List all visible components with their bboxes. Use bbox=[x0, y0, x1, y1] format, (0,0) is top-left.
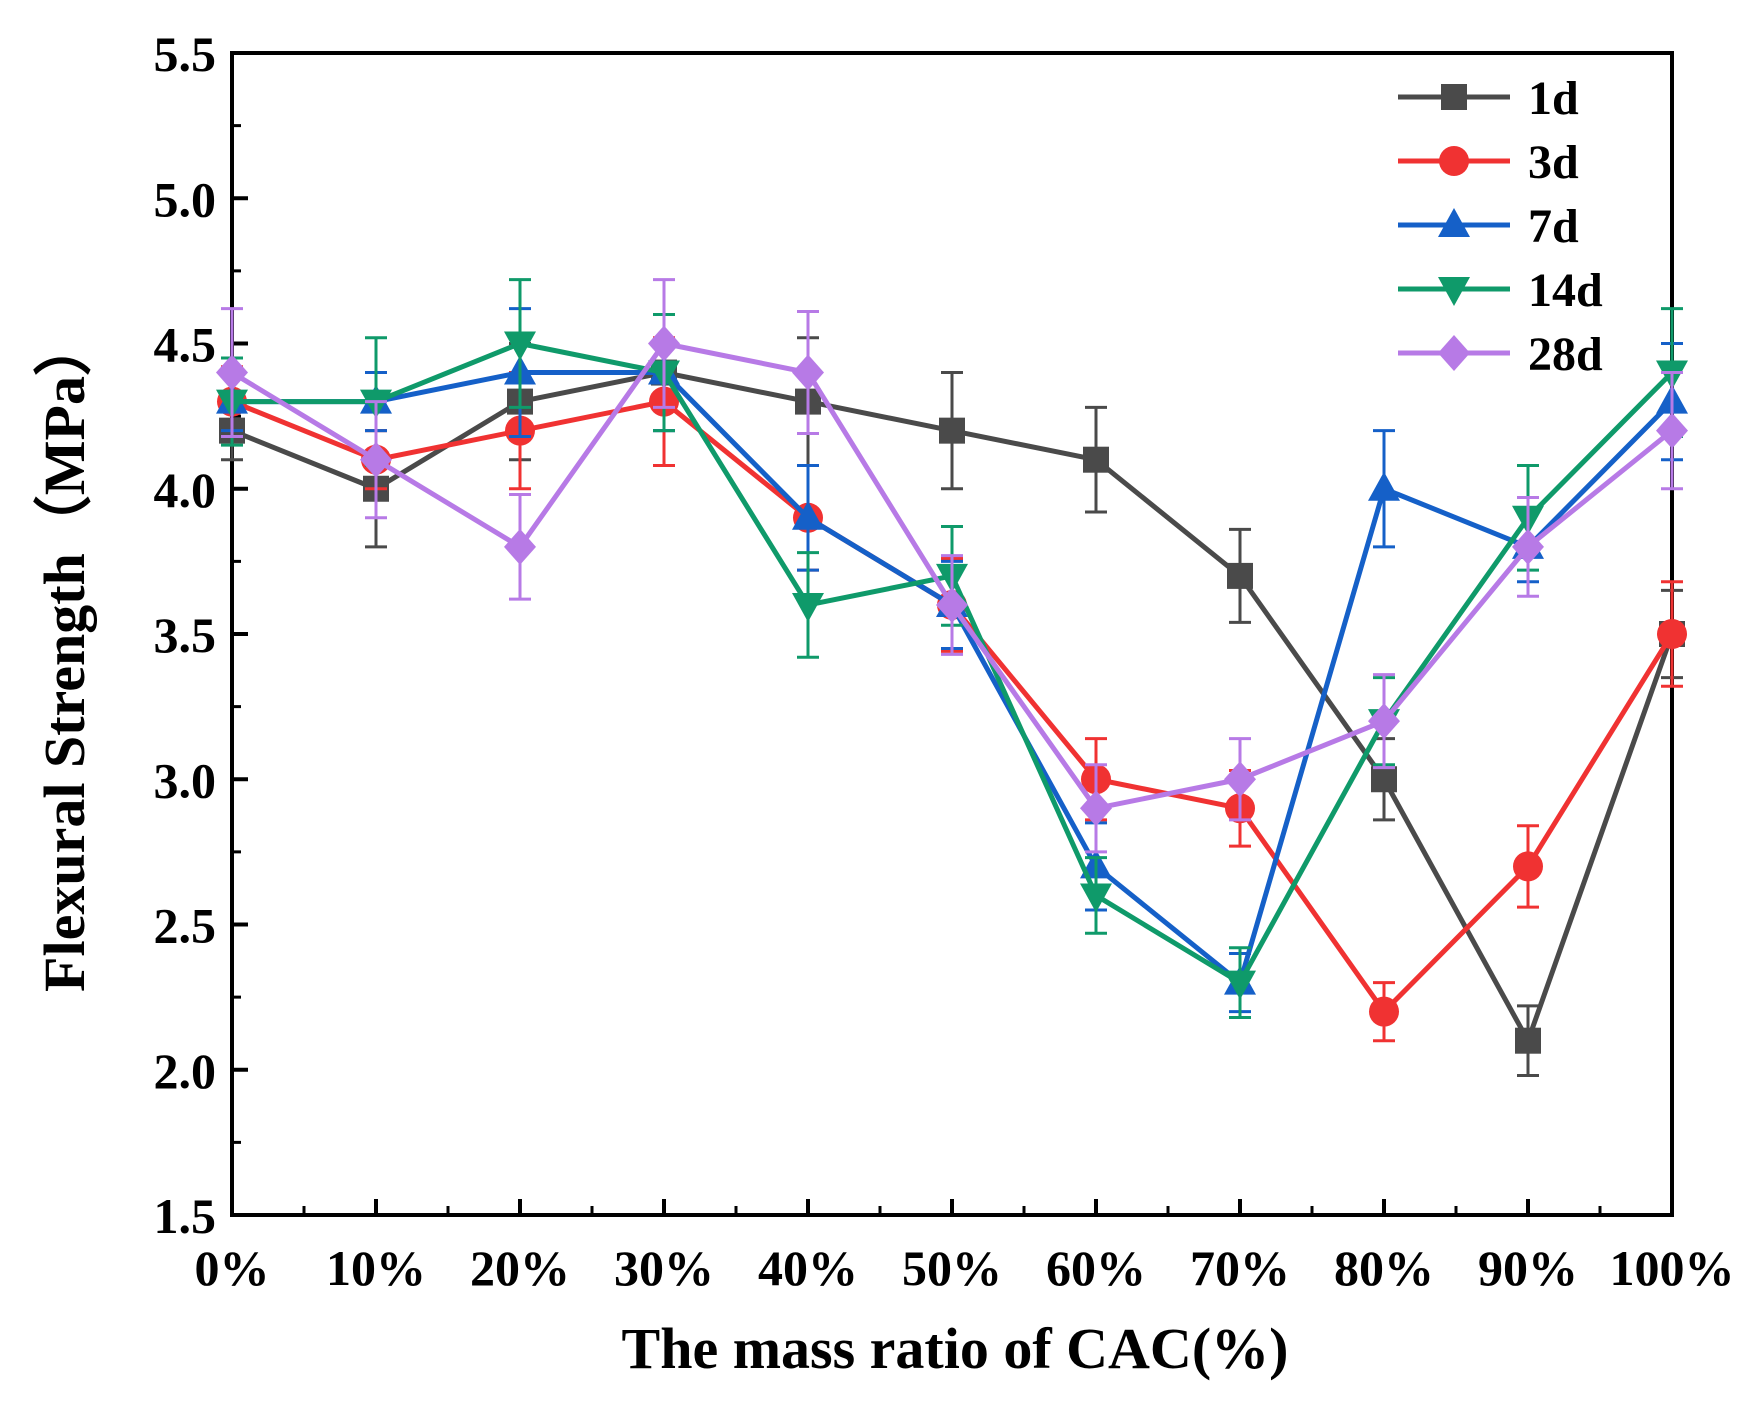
legend-item-7d: 7d bbox=[1398, 200, 1579, 253]
x-tick-label: 90% bbox=[1478, 1240, 1578, 1296]
x-tick-label: 80% bbox=[1334, 1240, 1434, 1296]
legend-marker bbox=[1441, 84, 1467, 110]
data-point bbox=[939, 417, 965, 444]
data-point bbox=[1227, 562, 1253, 589]
data-point bbox=[1512, 528, 1544, 565]
data-point bbox=[360, 441, 392, 478]
legend-marker bbox=[1438, 335, 1470, 371]
y-axis-label: Flexural Strength（MPa） bbox=[32, 318, 97, 992]
legend-marker bbox=[1438, 277, 1470, 306]
data-point bbox=[1371, 766, 1397, 793]
data-point bbox=[1080, 883, 1112, 913]
data-point bbox=[1513, 851, 1543, 882]
y-tick-label: 4.0 bbox=[154, 462, 217, 518]
legend-label: 28d bbox=[1528, 328, 1603, 381]
series-layer bbox=[216, 278, 1688, 1078]
axes-layer: 1.5 2.0 2.5 3.0 3.5 4.0 4.5 5.0 5.5 0% 10% 20% 30% 40… bbox=[154, 26, 1735, 1296]
data-point bbox=[1368, 703, 1400, 740]
x-tick-label: 50% bbox=[902, 1240, 1002, 1296]
data-point bbox=[1080, 790, 1112, 827]
data-point bbox=[1369, 996, 1399, 1027]
series-1d bbox=[219, 312, 1685, 1078]
y-tick-label: 2.0 bbox=[154, 1043, 217, 1099]
data-point bbox=[1515, 1027, 1541, 1054]
data-point bbox=[1656, 412, 1688, 449]
data-point bbox=[1224, 761, 1256, 798]
y-tick-label: 3.5 bbox=[154, 607, 217, 663]
x-tick-label: 20% bbox=[470, 1240, 570, 1296]
data-point bbox=[1368, 471, 1400, 501]
x-tick-label: 0% bbox=[195, 1240, 270, 1296]
data-point bbox=[936, 586, 968, 623]
data-point bbox=[504, 528, 536, 565]
y-tick-label: 2.5 bbox=[154, 898, 217, 954]
legend-marker bbox=[1438, 208, 1470, 237]
x-tick-label: 70% bbox=[1190, 1240, 1290, 1296]
data-point bbox=[504, 331, 536, 361]
legend-label: 3d bbox=[1528, 136, 1579, 189]
legend-item-28d: 28d bbox=[1398, 328, 1603, 381]
x-tick-label: 30% bbox=[614, 1240, 714, 1296]
data-point bbox=[648, 325, 680, 362]
data-point bbox=[1657, 619, 1687, 649]
series-28d bbox=[216, 278, 1688, 854]
data-point bbox=[792, 354, 824, 391]
x-tick-label: 10% bbox=[326, 1240, 426, 1296]
legend-label: 14d bbox=[1528, 264, 1603, 317]
legend-item-14d: 14d bbox=[1398, 264, 1603, 317]
data-point bbox=[792, 592, 824, 622]
x-axis-label: The mass ratio of CAC(%) bbox=[622, 1316, 1289, 1381]
y-tick-label: 3.0 bbox=[154, 752, 217, 808]
y-tick-label: 1.5 bbox=[154, 1188, 217, 1244]
x-tick-label: 40% bbox=[758, 1240, 858, 1296]
y-tick-label: 4.5 bbox=[154, 317, 217, 373]
data-point bbox=[216, 354, 248, 391]
y-tick-label: 5.0 bbox=[154, 171, 217, 227]
legend-label: 7d bbox=[1528, 200, 1579, 253]
legend-item-1d: 1d bbox=[1398, 72, 1579, 125]
x-tick-label: 60% bbox=[1046, 1240, 1146, 1296]
y-tick-label: 5.5 bbox=[154, 26, 217, 82]
legend-item-3d: 3d bbox=[1398, 136, 1579, 189]
legend: 1d 3d 7d 14d 28d bbox=[1398, 72, 1603, 381]
series-line bbox=[231, 399, 1675, 1015]
legend-label: 1d bbox=[1528, 72, 1579, 125]
data-point bbox=[1083, 446, 1109, 473]
x-tick-label: 100% bbox=[1610, 1240, 1735, 1296]
data-point bbox=[792, 500, 824, 530]
legend-marker bbox=[1439, 146, 1469, 176]
data-point bbox=[1224, 970, 1256, 1000]
